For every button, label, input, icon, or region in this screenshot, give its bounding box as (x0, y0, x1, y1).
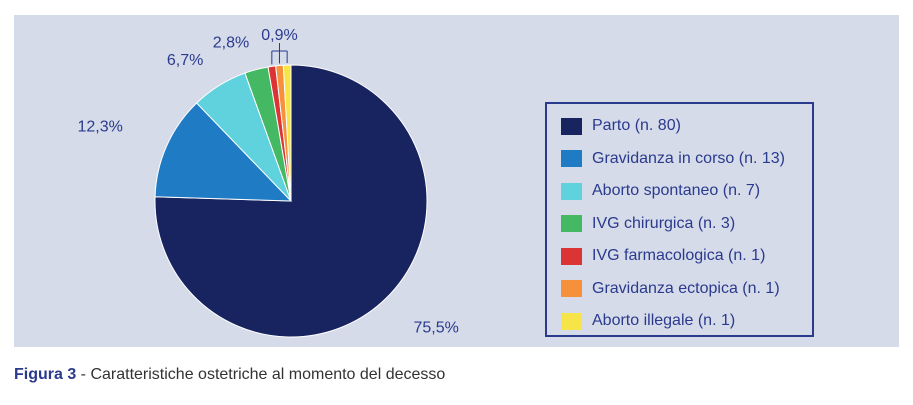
legend-label: Gravidanza in corso (n. 13) (592, 149, 785, 167)
legend-item-3: IVG chirurgica (n. 3) (561, 214, 735, 234)
legend-item-4: IVG farmacologica (n. 1) (561, 246, 765, 266)
slice-label-3: 2,8% (213, 34, 249, 51)
caption-separator: - (76, 366, 91, 383)
legend-item-2: Aborto spontaneo (n. 7) (561, 181, 760, 201)
chart-panel: 75,5% 12,3% 6,7% 2,8% 0,9% Parto (n. 80) Grav… (14, 15, 899, 347)
legend-label: Aborto illegale (n. 1) (592, 312, 736, 329)
pie-chart: 75,5% 12,3% 6,7% 2,8% 0,9% (77, 27, 459, 338)
legend-label: IVG chirurgica (n. 3) (592, 214, 736, 232)
legend-swatch (561, 182, 582, 200)
legend-swatch (561, 280, 582, 297)
legend-swatch (561, 247, 582, 265)
legend-item-0: Parto (n. 80) (561, 116, 681, 136)
legend-label: Gravidanza ectopica (n. 1) (592, 279, 780, 297)
legend-swatch (561, 150, 582, 167)
caption-label: Figura 3 (14, 366, 77, 383)
legend-swatch (561, 215, 582, 232)
legend-item-5: Gravidanza ectopica (n. 1) (561, 279, 780, 299)
small-slices-bracket: 0,9% (261, 27, 298, 65)
legend-swatch (561, 117, 582, 135)
legend-label: IVG farmacologica (n. 1) (592, 247, 766, 264)
caption-text: Caratteristiche ostetriche al momento de… (90, 366, 446, 383)
pie-slice-1 (154, 102, 293, 202)
slice-label-0: 75,5% (413, 319, 458, 336)
legend-label: Parto (n. 80) (592, 117, 681, 134)
legend: Parto (n. 80) Gravidanza in corso (n. 13)… (545, 102, 814, 337)
figure-caption: Figura 3 - Caratteristiche ostetriche al… (14, 366, 445, 384)
legend-item-6: Aborto illegale (n. 1) (561, 311, 735, 331)
legend-swatch (561, 312, 582, 330)
legend-label: Aborto spontaneo (n. 7) (592, 182, 761, 199)
legend-item-1: Gravidanza in corso (n. 13) (561, 149, 785, 169)
pie-slice-6 (282, 64, 292, 202)
slice-label-1: 12,3% (77, 118, 122, 135)
slice-label-2: 6,7% (167, 52, 203, 69)
small-slices-label: 0,9% (261, 27, 297, 44)
